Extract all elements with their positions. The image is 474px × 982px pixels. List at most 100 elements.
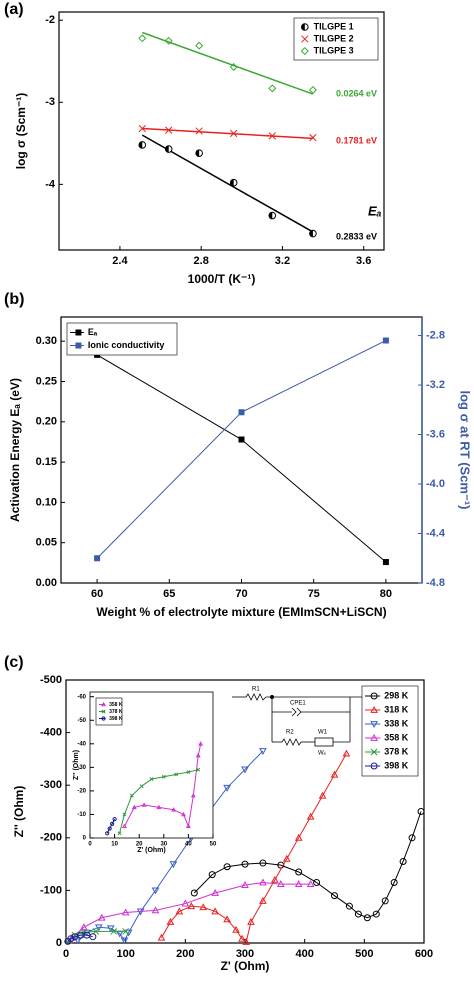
data-point: [195, 149, 203, 157]
x-tick-label: 500: [355, 948, 373, 960]
annotation: 0.0264 eV: [336, 88, 377, 98]
marker-shape: [129, 793, 134, 798]
marker-shape: [268, 84, 277, 93]
data-point: [242, 937, 251, 945]
y-tick-label: 0.20: [36, 416, 57, 428]
data-point: [247, 917, 255, 925]
y-tick-label: -300: [40, 779, 62, 791]
x-tick-label: 20: [136, 842, 143, 848]
data-point: [268, 84, 277, 93]
data-point: [181, 899, 190, 907]
legend-marker: [300, 46, 309, 56]
marker-shape: [199, 903, 208, 911]
marker-shape: [242, 937, 251, 945]
marker-shape: [259, 896, 267, 904]
data-point: [107, 826, 112, 831]
legend-marker: [75, 329, 82, 336]
y2-tick-label: -4.4: [426, 527, 446, 539]
marker-shape: [241, 881, 249, 889]
marker-shape: [295, 868, 303, 876]
marker-shape: [370, 705, 378, 713]
y-tick-label: 0.15: [36, 456, 57, 468]
marker-shape: [161, 774, 166, 779]
marker-shape: [190, 889, 198, 897]
y-tick-label: -20: [77, 788, 86, 794]
data-point: [232, 925, 240, 933]
legend-marker: [370, 748, 378, 756]
data-point: [110, 821, 115, 826]
y2-tick-label: -4.0: [426, 478, 445, 490]
y2-axis-label: log σ at RT (Scm⁻¹): [458, 390, 473, 509]
marker-shape: [121, 823, 127, 829]
panel-label: (c): [4, 654, 24, 671]
circuit-label: W1: [318, 730, 328, 736]
data-point: [198, 741, 204, 746]
series-line: [96, 354, 387, 563]
x-tick-label: 3.2: [275, 255, 290, 267]
equivalent-circuit: R1 CPE1 R2 W1 Wₑ: [232, 687, 362, 757]
marker-shape: [223, 784, 231, 792]
data-point: [354, 910, 362, 918]
data-point: [318, 791, 327, 799]
data-point: [308, 85, 317, 94]
legend-label: TILGPE 1: [314, 21, 354, 31]
data-point: [174, 772, 179, 777]
legend-label: 298 K: [384, 690, 409, 700]
marker-shape: [306, 812, 315, 820]
data-point: [276, 880, 285, 887]
y-axis-label: log σ (Scm⁻¹): [14, 93, 28, 170]
data-point: [129, 793, 134, 798]
data-point: [282, 854, 291, 862]
marker-shape: [141, 802, 147, 807]
y-tick-label: 0.25: [36, 375, 57, 387]
marker-shape: [301, 35, 309, 43]
marker-shape: [75, 342, 82, 349]
x-tick-label: 50: [210, 842, 217, 848]
marker-shape: [97, 913, 106, 921]
y2-tick-label: -2.8: [426, 329, 445, 341]
legend-label: 378 K: [109, 709, 123, 715]
x-tick-label: 0: [88, 842, 92, 848]
marker-shape: [80, 929, 88, 936]
data-point: [229, 62, 238, 71]
marker-shape: [363, 914, 371, 922]
marker-shape: [156, 804, 162, 810]
marker-shape: [138, 34, 147, 43]
x-tick-label: 2.4: [112, 255, 128, 267]
legend-label: 338 K: [384, 718, 409, 728]
marker-shape: [101, 701, 106, 707]
marker-shape: [301, 23, 305, 31]
legend-label: Ionic conductivity: [88, 340, 165, 350]
marker-shape: [268, 132, 276, 140]
data-point: [270, 875, 279, 883]
data-point: [372, 910, 380, 918]
marker-shape: [94, 555, 101, 562]
data-point: [223, 784, 231, 792]
series-line: [106, 818, 116, 834]
data-point: [309, 133, 317, 142]
legend-marker: [101, 716, 106, 721]
data-point: [161, 774, 166, 779]
y-tick-label: -10: [77, 812, 86, 818]
series-line: [193, 811, 422, 919]
data-point: [67, 935, 75, 943]
data-point: [169, 861, 178, 869]
y2-tick-label: -3.6: [426, 428, 445, 440]
data-point: [175, 907, 184, 915]
marker-shape: [345, 902, 353, 910]
data-point: [80, 923, 88, 931]
marker-shape: [247, 917, 255, 925]
x-tick-label: 40: [185, 842, 192, 848]
data-point: [138, 124, 146, 133]
marker-shape: [300, 46, 309, 56]
data-point: [186, 770, 191, 775]
data-point: [238, 409, 245, 416]
marker-shape: [229, 62, 238, 71]
data-point: [382, 337, 389, 344]
marker-shape: [211, 889, 220, 896]
data-point: [149, 777, 154, 782]
marker-shape: [294, 880, 303, 887]
resistor: [245, 693, 267, 701]
data-point: [138, 141, 147, 149]
data-point: [241, 881, 249, 889]
